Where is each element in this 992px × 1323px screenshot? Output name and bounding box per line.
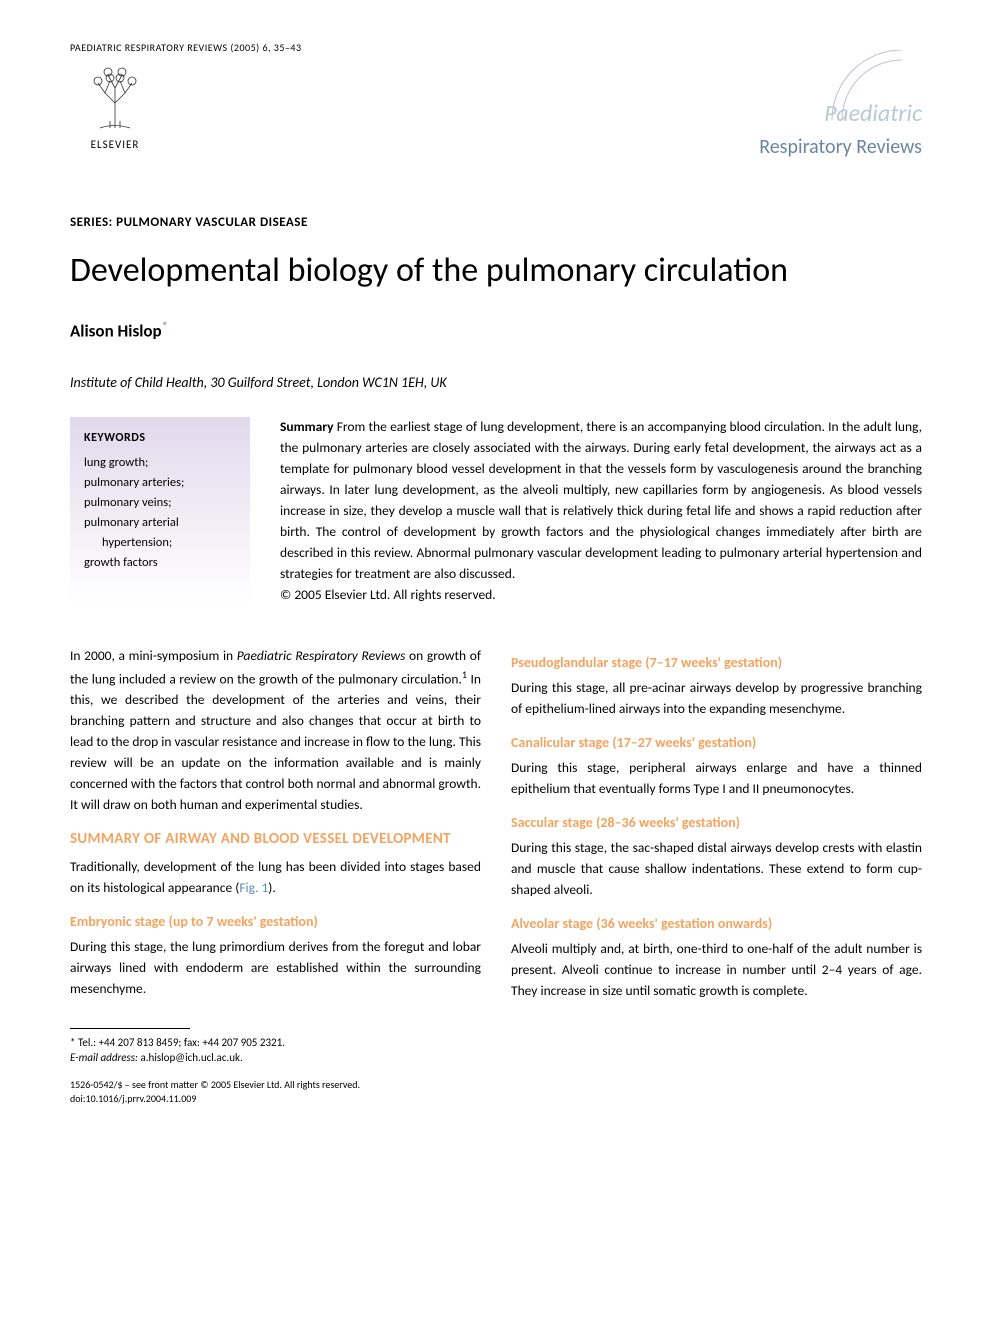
author-marker: *: [162, 319, 168, 334]
footnote-rule: [70, 1028, 190, 1029]
running-head: PAEDIATRIC RESPIRATORY REVIEWS (2005) 6,…: [70, 40, 302, 55]
page: PAEDIATRIC RESPIRATORY REVIEWS (2005) 6,…: [0, 0, 992, 1156]
column-right: Pseudoglandular stage (7–17 weeks' gesta…: [511, 646, 922, 1106]
section-paragraph: Traditionally, development of the lung h…: [70, 857, 481, 899]
stage-text: During this stage, the sac-shaped distal…: [511, 838, 922, 901]
summary: Summary From the earliest stage of lung …: [280, 417, 922, 605]
stage-heading: Embryonic stage (up to 7 weeks' gestatio…: [70, 913, 481, 931]
doi: doi:10.1016/j.prrv.2004.11.009: [70, 1092, 196, 1105]
keyword-item-indent: hypertension;: [84, 533, 236, 553]
keyword-item: pulmonary arterial: [84, 513, 236, 533]
section-heading: SUMMARY OF AIRWAY AND BLOOD VESSEL DEVEL…: [70, 830, 481, 850]
publisher-logo: ELSEVIER: [70, 63, 160, 163]
author: Alison Hislop*: [70, 317, 922, 344]
email-address: a.hislop@ich.ucl.ac.uk.: [138, 1051, 243, 1064]
stage-text: During this stage, peripheral airways en…: [511, 758, 922, 800]
elsevier-tree-icon: [80, 63, 150, 133]
abstract-row: KEYWORDS lung growth; pulmonary arteries…: [70, 417, 922, 605]
stage-heading: Alveolar stage (36 weeks' gestation onwa…: [511, 915, 922, 933]
journal-name-line2: Respiratory Reviews: [742, 132, 922, 162]
journal-logo: Paediatric Respiratory Reviews: [742, 50, 922, 162]
stage-heading: Saccular stage (28–36 weeks' gestation): [511, 814, 922, 832]
publisher-name: ELSEVIER: [91, 137, 140, 154]
summary-copyright: © 2005 Elsevier Ltd. All rights reserved…: [280, 586, 496, 603]
bottom-copyright: 1526-0542/$ – see front matter © 2005 El…: [70, 1078, 481, 1106]
keyword-item: pulmonary arteries;: [84, 473, 236, 493]
article-title: Developmental biology of the pulmonary c…: [70, 251, 922, 292]
figure-link[interactable]: Fig. 1: [239, 879, 268, 896]
stage-text: Alveoli multiply and, at birth, one-thir…: [511, 939, 922, 1002]
summary-label: Summary: [280, 418, 334, 435]
keyword-item: growth factors: [84, 553, 236, 573]
stage-text: During this stage, all pre-acinar airway…: [511, 678, 922, 720]
stage-text: During this stage, the lung primordium d…: [70, 937, 481, 1000]
header-left: PAEDIATRIC RESPIRATORY REVIEWS (2005) 6,…: [70, 40, 302, 163]
corresponding-footnote: * Tel.: +44 207 813 8459; fax: +44 207 9…: [70, 1035, 481, 1066]
keywords-box: KEYWORDS lung growth; pulmonary arteries…: [70, 417, 250, 605]
affiliation: Institute of Child Health, 30 Guilford S…: [70, 372, 922, 393]
journal-italic: Paediatric Respiratory Reviews: [237, 647, 406, 664]
footnote-tel: Tel.: +44 207 813 8459; fax: +44 207 905…: [75, 1036, 284, 1049]
body-columns: In 2000, a mini-symposium in Paediatric …: [70, 646, 922, 1106]
column-left: In 2000, a mini-symposium in Paediatric …: [70, 646, 481, 1106]
keyword-item: pulmonary veins;: [84, 493, 236, 513]
intro-paragraph: In 2000, a mini-symposium in Paediatric …: [70, 646, 481, 816]
series-label: SERIES: PULMONARY VASCULAR DISEASE: [70, 213, 922, 233]
stage-heading: Pseudoglandular stage (7–17 weeks' gesta…: [511, 654, 922, 672]
keywords-heading: KEYWORDS: [84, 429, 236, 448]
keyword-item: lung growth;: [84, 453, 236, 473]
stage-heading: Canalicular stage (17–27 weeks' gestatio…: [511, 734, 922, 752]
summary-text: From the earliest stage of lung developm…: [280, 418, 922, 581]
email-label: E-mail address:: [70, 1051, 138, 1064]
author-name: Alison Hislop: [70, 321, 162, 342]
header: PAEDIATRIC RESPIRATORY REVIEWS (2005) 6,…: [70, 40, 922, 163]
